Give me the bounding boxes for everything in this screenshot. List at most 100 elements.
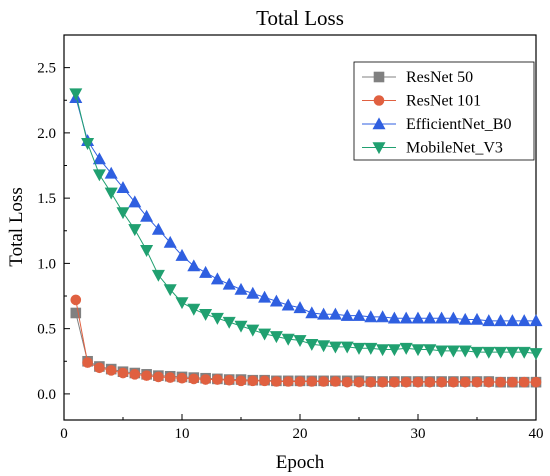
data-point	[517, 346, 531, 359]
data-point	[188, 373, 200, 385]
data-point	[234, 320, 248, 333]
data-point	[494, 346, 508, 359]
data-point	[141, 370, 152, 381]
series-line	[75, 299, 536, 383]
x-tick-label: 40	[529, 426, 544, 442]
data-point	[340, 341, 354, 354]
chart-title: Total Loss	[256, 6, 344, 30]
data-point	[446, 345, 460, 358]
y-tick-label: 1.0	[37, 256, 56, 272]
data-point	[330, 376, 341, 387]
data-point	[424, 376, 436, 388]
data-point	[199, 265, 213, 278]
data-point	[210, 272, 224, 285]
y-tick-label: 0.0	[37, 387, 56, 403]
data-point	[482, 314, 496, 327]
x-axis-label: Epoch	[276, 452, 325, 473]
data-point	[376, 344, 390, 357]
data-point	[387, 311, 401, 324]
data-point	[258, 290, 272, 303]
series-line	[75, 93, 537, 354]
data-point	[505, 346, 519, 359]
data-point	[399, 311, 413, 324]
data-point	[483, 376, 495, 388]
data-point	[222, 277, 236, 290]
data-point	[482, 346, 496, 359]
data-point	[494, 314, 508, 327]
data-point	[187, 259, 201, 272]
data-point	[223, 374, 235, 386]
data-point	[129, 369, 141, 380]
data-point	[340, 308, 354, 321]
series-line	[75, 97, 536, 322]
data-point	[436, 376, 447, 388]
legend-item: EfficientNet_B0	[362, 116, 511, 133]
data-point	[387, 344, 401, 357]
legend-item: ResNet 101	[362, 93, 481, 110]
data-point	[164, 372, 176, 383]
x-axis: 0 10 20 30 40	[60, 414, 544, 442]
data-point	[376, 310, 390, 323]
data-point	[282, 376, 294, 387]
series-3	[69, 88, 543, 361]
data-point	[530, 376, 542, 388]
data-point	[82, 357, 93, 368]
data-point	[529, 348, 543, 361]
data-point	[352, 308, 366, 321]
data-point	[365, 376, 377, 388]
data-point	[247, 375, 259, 387]
data-point	[518, 376, 530, 388]
data-point	[505, 314, 519, 327]
data-point	[328, 307, 342, 320]
data-point	[471, 376, 483, 388]
data-point	[341, 376, 353, 388]
data-point	[269, 294, 283, 307]
data-point	[328, 341, 342, 354]
data-point	[269, 331, 283, 344]
data-point	[517, 314, 531, 327]
data-point	[458, 345, 472, 358]
data-point	[222, 316, 236, 329]
data-point	[104, 187, 118, 200]
data-point	[305, 339, 319, 351]
legend-item: MobileNet_V3	[362, 140, 503, 157]
data-point	[317, 307, 331, 320]
legend-marker	[373, 95, 385, 106]
data-point	[140, 209, 154, 222]
data-point	[92, 152, 106, 165]
data-point	[234, 282, 248, 295]
data-point	[412, 376, 424, 388]
x-tick-label: 30	[411, 426, 426, 442]
data-point	[175, 248, 189, 261]
data-point	[495, 376, 506, 388]
data-point	[446, 311, 460, 324]
data-point	[117, 367, 129, 379]
legend-label: EfficientNet_B0	[406, 116, 511, 133]
y-axis-label: Total Loss	[6, 187, 27, 266]
data-point	[163, 284, 177, 297]
data-point	[423, 311, 437, 324]
data-point	[81, 138, 95, 150]
data-point	[175, 297, 189, 310]
data-point	[293, 301, 307, 314]
series-line	[75, 312, 536, 383]
data-point	[153, 371, 164, 383]
data-point	[116, 181, 130, 193]
y-tick-label: 2.5	[37, 61, 56, 77]
data-point	[163, 235, 177, 248]
data-point	[352, 342, 366, 355]
data-point	[364, 310, 378, 323]
data-point	[281, 333, 295, 346]
data-point	[199, 308, 213, 321]
data-point	[400, 376, 412, 388]
data-point	[70, 307, 82, 319]
data-point	[389, 376, 400, 388]
data-point	[293, 335, 307, 348]
data-point	[246, 324, 260, 337]
data-point	[399, 342, 413, 355]
data-point	[246, 286, 260, 299]
legend-label: MobileNet_V3	[406, 140, 503, 157]
data-point	[305, 306, 319, 319]
data-point	[187, 303, 201, 316]
